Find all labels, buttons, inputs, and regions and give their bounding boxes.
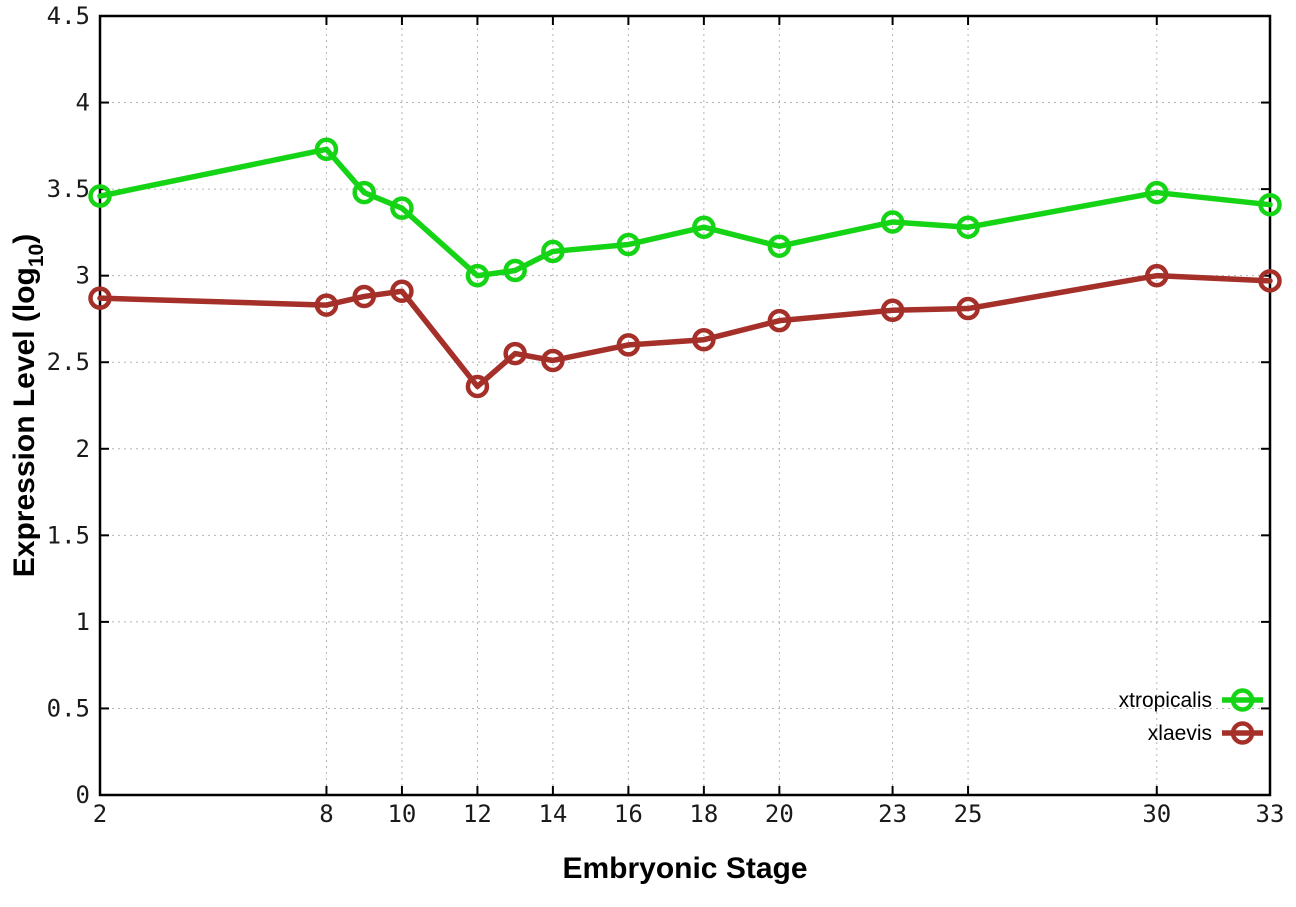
xtropicalis-data-point	[616, 232, 641, 257]
legend-marker-xtropicalis	[1230, 688, 1255, 712]
xlaevis-data-point	[314, 293, 339, 317]
xtropicalis-data-point	[1258, 192, 1282, 217]
x-tick-label: 33	[1256, 800, 1285, 828]
xlaevis-data-point	[88, 286, 112, 310]
xlaevis-data-point	[616, 333, 641, 357]
xlaevis-data-point	[1258, 269, 1282, 293]
plot-border	[98, 14, 1272, 797]
xlaevis-data-point	[503, 341, 527, 366]
series-line-xlaevis	[97, 272, 1273, 390]
x-tick-label: 18	[689, 800, 718, 828]
y-tick-label: 2.5	[47, 348, 90, 376]
x-tick-label: 14	[538, 800, 567, 828]
x-tick-label: 10	[387, 800, 416, 828]
xlaevis-data-point	[541, 348, 565, 373]
y-tick-label: 0	[76, 781, 90, 809]
xlaevis-data-point	[1145, 263, 1169, 288]
y-tick-label: 4.5	[47, 2, 90, 30]
x-tick-label: 16	[614, 800, 643, 828]
xtropicalis-data-point	[352, 180, 376, 205]
xlaevis-data-point	[767, 308, 792, 333]
legend-label-xlaevis: xlaevis	[1148, 722, 1212, 745]
y-tick-label: 4	[76, 89, 90, 117]
xtropicalis-data-point	[465, 263, 490, 288]
x-tick-label: 2	[93, 800, 107, 828]
xtropicalis-data-point	[880, 210, 905, 234]
xlaevis-data-point	[465, 374, 490, 399]
x-tick-label: 23	[878, 800, 907, 828]
xtropicalis-data-point	[314, 137, 339, 162]
y-tick-label: 3	[76, 262, 90, 290]
x-tick-label: 25	[954, 800, 983, 828]
xtropicalis-data-point	[88, 184, 112, 208]
x-tick-label: 8	[319, 800, 333, 828]
xlaevis-data-point	[956, 296, 980, 321]
y-tick-label: 2	[76, 435, 90, 463]
xlaevis-data-point	[390, 279, 414, 303]
y-tick-label: 0.5	[47, 694, 90, 722]
xlaevis-data-point	[692, 327, 716, 352]
xtropicalis-data-point	[956, 215, 980, 239]
xtropicalis-data-point	[1145, 180, 1169, 205]
xtropicalis-data-point	[503, 258, 527, 283]
y-axis-title: Expression Level (log10)	[8, 234, 48, 577]
legend-marker-xlaevis	[1230, 721, 1255, 745]
x-tick-label: 30	[1142, 800, 1171, 828]
legend-label-xtropicalis: xtropicalis	[1119, 689, 1212, 712]
series-line-xtropicalis	[97, 146, 1273, 279]
x-tick-label: 12	[463, 800, 492, 828]
x-tick-label: 20	[765, 800, 794, 828]
x-axis-title: Embryonic Stage	[562, 852, 807, 885]
y-tick-label: 1	[76, 608, 90, 636]
xlaevis-data-point	[352, 284, 376, 309]
xtropicalis-data-point	[692, 215, 716, 239]
xlaevis-data-point	[880, 298, 905, 323]
xtropicalis-data-point	[541, 239, 565, 264]
y-tick-label: 1.5	[47, 521, 90, 549]
xtropicalis-data-point	[390, 196, 414, 220]
y-tick-label: 3.5	[47, 175, 90, 203]
xtropicalis-data-point	[767, 234, 792, 258]
